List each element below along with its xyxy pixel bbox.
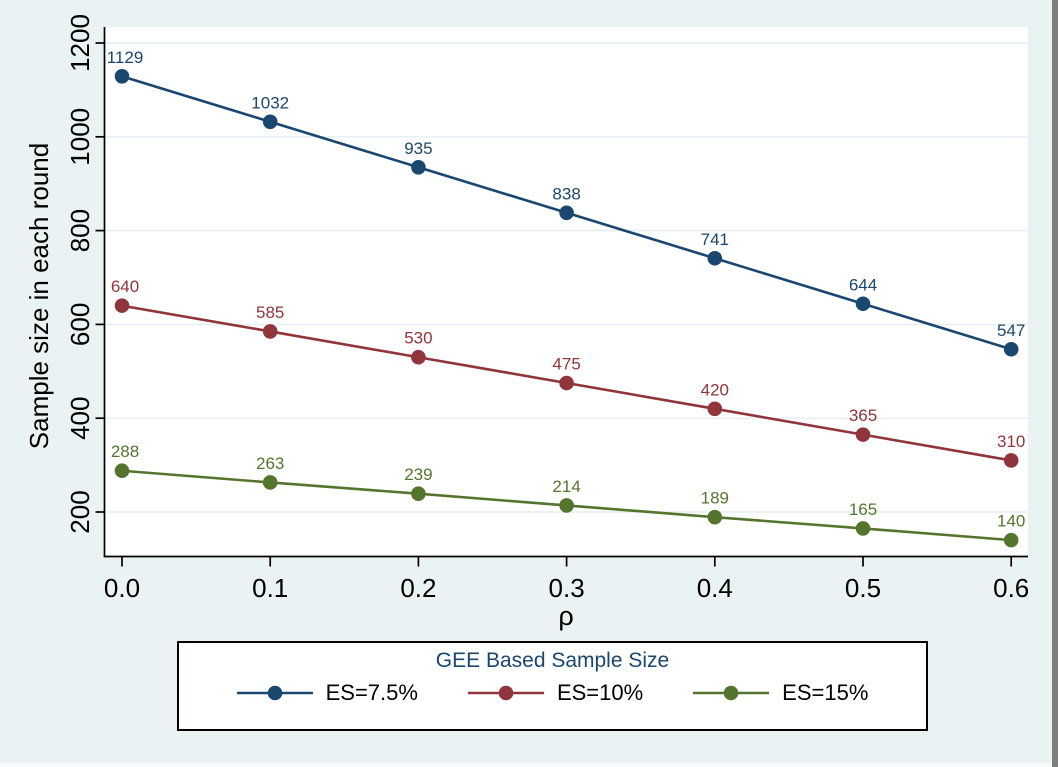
data-point-marker bbox=[1003, 453, 1019, 468]
data-point-label: 189 bbox=[701, 489, 729, 508]
data-point-label: 935 bbox=[404, 139, 432, 158]
data-point-marker bbox=[262, 114, 278, 130]
data-point-label: 585 bbox=[256, 303, 284, 322]
data-point-marker bbox=[855, 296, 871, 312]
data-point-label: 263 bbox=[256, 454, 284, 473]
data-point-marker bbox=[559, 375, 574, 391]
x-tick-label: 0.0 bbox=[104, 573, 140, 603]
legend-item-label: ES=15% bbox=[782, 680, 869, 705]
data-point-label: 288 bbox=[111, 442, 139, 461]
legend-item-label: ES=10% bbox=[556, 680, 644, 705]
y-tick-label: 400 bbox=[65, 397, 95, 440]
data-point-label: 741 bbox=[701, 230, 729, 249]
y-tick-label: 600 bbox=[65, 303, 95, 346]
data-point-label: 310 bbox=[997, 432, 1025, 451]
y-tick-label: 1200 bbox=[65, 14, 95, 72]
data-point-marker bbox=[114, 463, 130, 479]
data-point-marker bbox=[707, 250, 723, 266]
legend-items-row: ES=7.5% ES=10% ES=15% bbox=[179, 680, 926, 706]
data-point-label: 239 bbox=[404, 465, 432, 484]
y-axis-title: Sample size in each round bbox=[24, 143, 54, 449]
data-point-marker bbox=[262, 324, 278, 339]
x-tick-label: 0.1 bbox=[252, 573, 288, 603]
x-tick-label: 0.2 bbox=[400, 573, 436, 603]
legend-title: GEE Based Sample Size bbox=[435, 649, 670, 672]
data-point-label: 1129 bbox=[107, 48, 144, 67]
legend-line-marker-swatch-es-10 bbox=[467, 685, 544, 701]
legend-swatch-marker bbox=[498, 685, 514, 701]
data-point-marker bbox=[114, 298, 130, 313]
data-point-label: 214 bbox=[552, 477, 580, 496]
y-tick-label: 800 bbox=[65, 209, 95, 252]
legend-line-marker-swatch-es-7-5 bbox=[236, 685, 313, 701]
data-point-label: 475 bbox=[552, 355, 580, 374]
legend-box: GEE Based Sample Size ES=7.5% ES=10% ES=… bbox=[177, 641, 928, 731]
data-point-label: 530 bbox=[404, 329, 432, 348]
data-point-label: 165 bbox=[849, 500, 877, 519]
legend-swatch-marker bbox=[723, 685, 739, 701]
legend-item-label: ES=7.5% bbox=[325, 680, 418, 705]
chart-plot-area: 200 400 600 800 1000 1200 0.0 0.1 0.2 0.3 0.4 0.5 0.… bbox=[24, 14, 1029, 631]
data-point-marker bbox=[855, 427, 871, 442]
data-point-label: 838 bbox=[552, 184, 580, 203]
data-point-marker bbox=[855, 521, 871, 536]
data-point-label: 140 bbox=[997, 512, 1025, 531]
x-tick-label: 0.5 bbox=[845, 573, 881, 603]
data-point-marker bbox=[262, 475, 278, 490]
x-tick-label: 0.6 bbox=[993, 573, 1029, 603]
data-point-marker bbox=[559, 205, 574, 221]
data-point-marker bbox=[1003, 341, 1019, 357]
legend-item-es-7-5: ES=7.5% bbox=[236, 680, 418, 706]
y-tick-label: 1000 bbox=[65, 108, 95, 166]
y-tick-label: 200 bbox=[65, 490, 95, 533]
x-tick-label: 0.4 bbox=[697, 573, 733, 603]
legend-item-es-10: ES=10% bbox=[467, 680, 644, 706]
data-point-marker bbox=[411, 486, 426, 502]
data-point-label: 547 bbox=[997, 321, 1025, 340]
data-point-marker bbox=[411, 349, 426, 365]
x-axis-title: ρ bbox=[558, 601, 573, 631]
legend-line-marker-swatch-es-15 bbox=[693, 685, 770, 701]
plot-background bbox=[104, 27, 1028, 557]
data-point-marker bbox=[1003, 532, 1019, 548]
data-point-marker bbox=[707, 401, 723, 417]
data-point-marker bbox=[707, 509, 723, 525]
window-right-edge bbox=[1052, 0, 1058, 767]
data-point-marker bbox=[114, 68, 130, 84]
data-point-marker bbox=[559, 498, 574, 513]
window-bottom-edge bbox=[0, 763, 1052, 767]
data-point-marker bbox=[411, 159, 426, 175]
data-point-label: 420 bbox=[701, 380, 729, 399]
data-point-label: 644 bbox=[849, 275, 877, 294]
data-point-label: 1032 bbox=[251, 93, 289, 112]
data-point-label: 365 bbox=[849, 406, 877, 425]
legend-swatch-marker bbox=[267, 685, 282, 701]
data-point-label: 640 bbox=[111, 277, 139, 296]
legend-item-es-15: ES=15% bbox=[693, 680, 868, 706]
x-tick-label: 0.3 bbox=[549, 573, 585, 603]
